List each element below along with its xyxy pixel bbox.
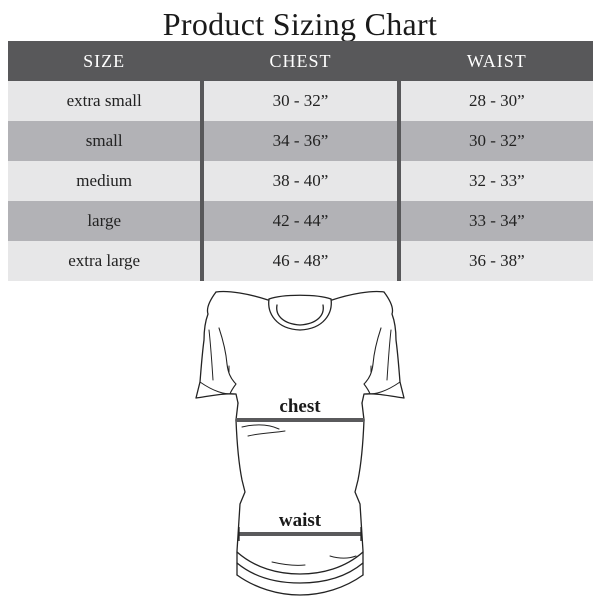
svg-text:waist: waist (279, 510, 322, 531)
svg-text:chest: chest (279, 396, 321, 417)
